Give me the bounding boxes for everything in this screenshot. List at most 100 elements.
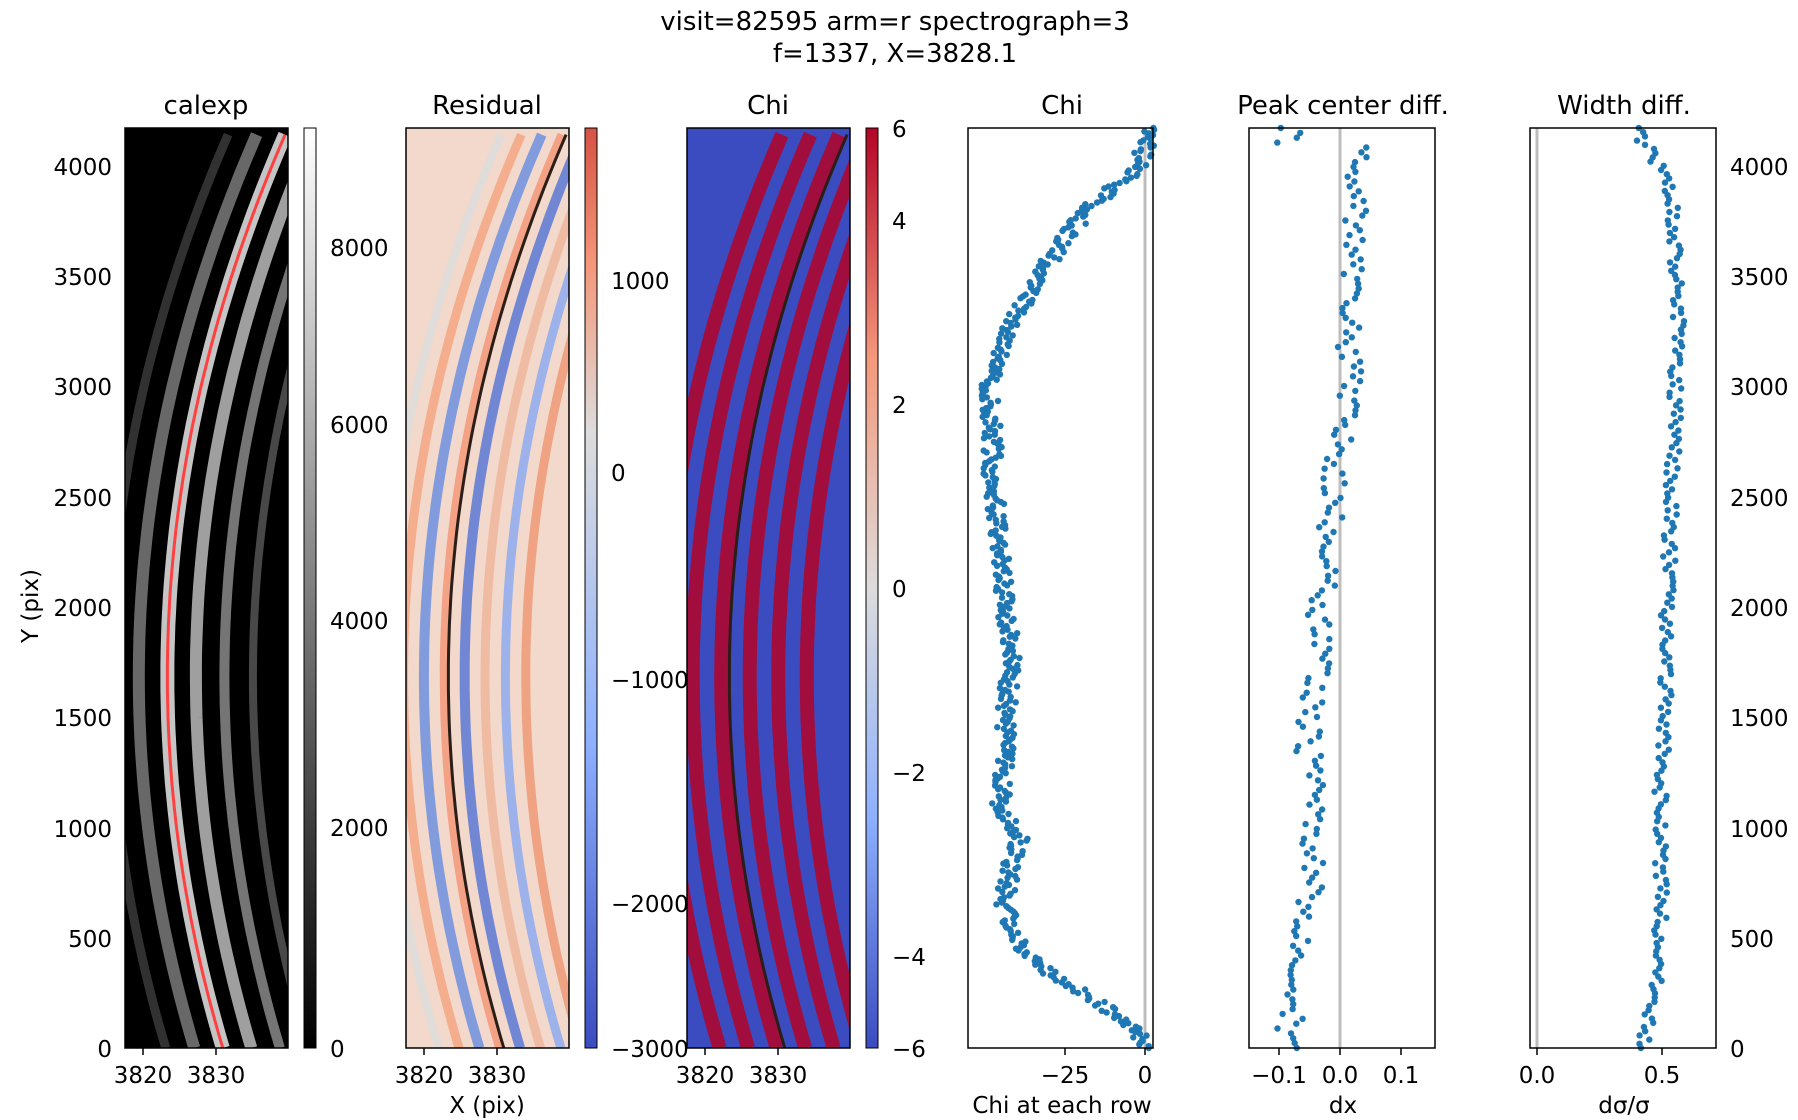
data-point	[1325, 538, 1333, 545]
data-point	[992, 771, 999, 779]
data-point	[1316, 816, 1324, 823]
data-point	[1003, 622, 1010, 630]
colorbar-tick-label: 6000	[330, 413, 389, 439]
data-point	[1336, 392, 1344, 399]
data-point	[1315, 733, 1323, 740]
data-point	[1287, 971, 1294, 979]
data-point	[1005, 555, 1013, 562]
data-point	[986, 433, 993, 440]
data-point	[1332, 567, 1339, 575]
data-point	[1351, 397, 1358, 404]
data-point	[1662, 481, 1670, 489]
data-point	[1317, 767, 1324, 774]
data-point	[1661, 658, 1668, 665]
data-point	[1337, 494, 1344, 502]
data-point	[1309, 845, 1316, 852]
data-point	[991, 427, 999, 435]
residual-colorbar	[584, 127, 598, 1049]
x-tick-label: −0.1	[1251, 1063, 1307, 1089]
image-stripe	[459, 153, 569, 1048]
data-point	[1003, 351, 1010, 359]
data-point	[1659, 864, 1667, 871]
colorbar-tick-label: 0	[330, 1037, 345, 1063]
data-point	[1111, 186, 1118, 194]
data-point	[1000, 725, 1008, 733]
data-point	[1356, 358, 1364, 365]
x-tick-label: 3830	[749, 1063, 808, 1089]
data-point	[1320, 485, 1328, 492]
data-point	[1004, 819, 1012, 827]
panel-title-chi-image: Chi	[747, 91, 789, 121]
data-point	[1672, 402, 1680, 409]
data-point	[1652, 969, 1659, 976]
data-point	[1297, 952, 1305, 959]
data-point	[996, 601, 1004, 608]
data-point	[1350, 163, 1357, 171]
panel-title-calexp: calexp	[164, 91, 249, 121]
data-point	[1324, 665, 1332, 672]
data-point	[1320, 475, 1327, 482]
data-point	[1056, 256, 1063, 263]
data-point	[1008, 743, 1016, 750]
panel-title-residual: Residual	[432, 91, 542, 121]
data-point	[1323, 562, 1330, 570]
data-point	[989, 800, 996, 807]
data-point	[1330, 460, 1338, 468]
data-point	[1012, 872, 1019, 880]
data-point	[1003, 334, 1010, 341]
data-point	[1314, 777, 1322, 784]
data-point	[1326, 635, 1333, 643]
chi-image-stripes	[687, 131, 850, 1048]
y-tick-label: 1000	[53, 817, 112, 843]
data-point	[1663, 460, 1671, 468]
data-point	[1319, 699, 1326, 706]
data-point	[1652, 860, 1659, 867]
data-point	[1005, 869, 1012, 876]
data-point	[1123, 1016, 1130, 1023]
image-stripe	[248, 364, 288, 989]
data-point	[1287, 966, 1295, 974]
data-point	[1352, 407, 1359, 414]
colorbar-tick-label: −6	[892, 1037, 926, 1063]
data-point	[984, 505, 991, 513]
width-diff-frame	[1529, 127, 1717, 1049]
image-stripe	[406, 133, 505, 1048]
data-point	[1671, 334, 1678, 342]
data-point	[997, 878, 1004, 885]
data-point	[1666, 654, 1673, 661]
data-point	[1351, 295, 1359, 302]
data-point	[1338, 353, 1346, 360]
y-tick-label: 2500	[53, 486, 112, 512]
data-point	[1671, 271, 1679, 279]
data-point	[1650, 145, 1658, 153]
data-point	[1667, 477, 1674, 485]
x-tick-label: 0.5	[1644, 1063, 1681, 1089]
data-point	[1325, 660, 1333, 667]
data-point	[994, 885, 1002, 892]
data-point	[1648, 1015, 1656, 1022]
panel-residual: Residual 3820 3830 X (pix) −3000 −2000 −…	[395, 91, 689, 1119]
data-point	[1668, 570, 1676, 577]
data-point	[1664, 507, 1671, 514]
data-point	[1130, 1034, 1137, 1041]
data-point	[1338, 446, 1345, 453]
data-point	[1659, 712, 1666, 720]
data-point	[1660, 162, 1667, 169]
data-point	[1010, 653, 1017, 660]
data-point	[1677, 414, 1685, 422]
data-point	[1074, 989, 1082, 997]
data-point	[1001, 580, 1008, 587]
data-point	[1006, 591, 1013, 598]
data-point	[1350, 363, 1358, 370]
data-point	[1287, 1030, 1295, 1037]
data-point	[997, 422, 1004, 429]
data-point	[994, 543, 1001, 550]
data-point	[1293, 918, 1300, 925]
data-point	[980, 470, 987, 477]
data-point	[989, 474, 996, 481]
data-point	[1111, 1011, 1119, 1018]
data-point	[1668, 486, 1676, 493]
data-point	[1675, 242, 1683, 249]
data-point	[1672, 418, 1679, 426]
data-point	[1349, 373, 1357, 380]
